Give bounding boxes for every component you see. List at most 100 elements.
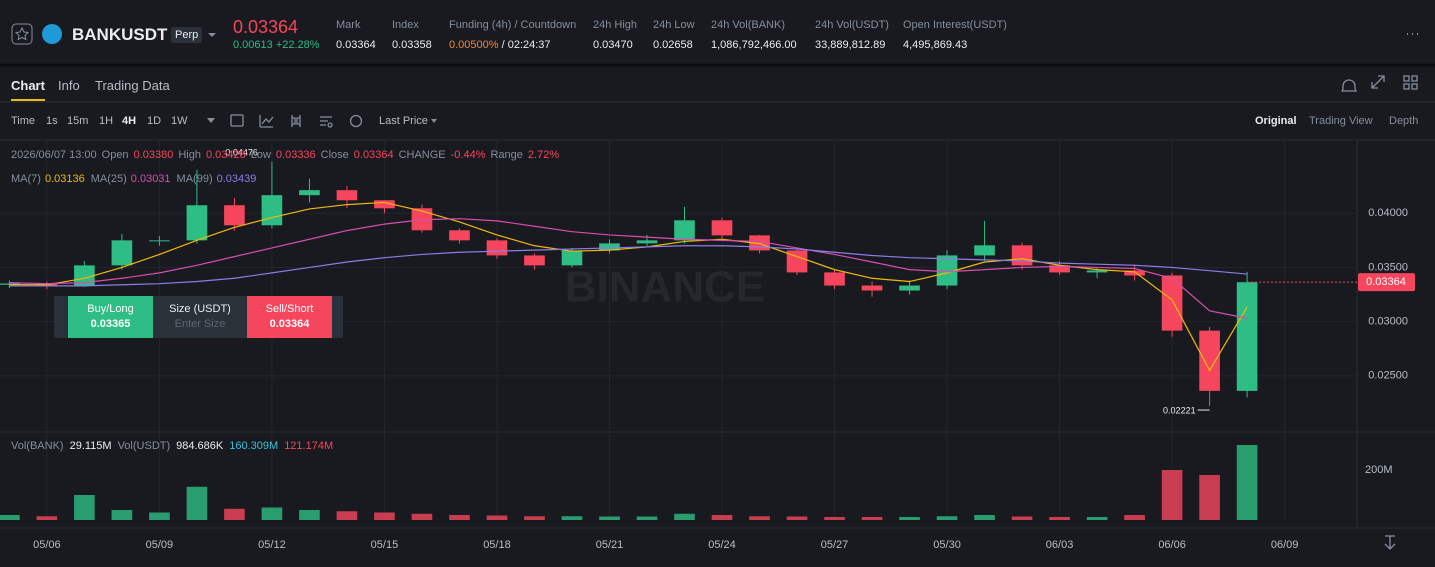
layout-icon[interactable] [1411, 75, 1418, 82]
x-tick-label: 06/09 [1271, 539, 1299, 551]
header-bg [0, 0, 1435, 65]
volume-bar [899, 517, 920, 520]
volume-bar [936, 516, 958, 520]
volume-bar [861, 517, 883, 520]
candle-body [599, 243, 620, 251]
layout-icon[interactable] [1403, 83, 1410, 90]
calendar-icon[interactable] [230, 114, 244, 127]
dropdown-icon[interactable] [208, 33, 216, 37]
ma-value: 0.03031 [130, 173, 171, 185]
interval[interactable]: 1D [147, 115, 162, 127]
drawing-icon[interactable] [349, 114, 363, 128]
volume-bar [1049, 517, 1070, 520]
legend-label: Open [101, 149, 129, 161]
volume-bar [561, 516, 583, 520]
order-panel: Buy/Long 0.03365 Size (USDT) Enter Size Se… [54, 296, 343, 338]
favorite-button[interactable] [11, 23, 33, 45]
volume-legend-item: 160.309M [229, 440, 279, 452]
candle-body [974, 245, 995, 256]
expand-icon[interactable] [1371, 75, 1385, 89]
volume-bar [111, 510, 133, 520]
size-input[interactable]: Size (USDT) Enter Size [153, 296, 247, 338]
volume-bar [1161, 470, 1183, 520]
stat-number: 0.02658 [653, 39, 693, 51]
settings-icon[interactable] [320, 116, 333, 128]
view-mode[interactable]: Trading View [1309, 115, 1373, 127]
stat-number: 0.03358 [392, 39, 432, 51]
volume-bar [786, 516, 808, 520]
stat-value: 4,495,869.43 [903, 39, 967, 51]
countdown: / 02:24:37 [501, 39, 551, 51]
scroll-end-icon[interactable] [1384, 535, 1396, 550]
y-tick-label: 0.02500 [1368, 370, 1408, 382]
tab[interactable]: Info [58, 78, 80, 93]
y-tick-label: 0.03000 [1368, 316, 1408, 328]
x-tick-label: 06/06 [1158, 539, 1186, 551]
buy-button[interactable]: Buy/Long 0.03365 [68, 296, 153, 338]
volume-bar [1086, 517, 1108, 520]
stat-number: 0.00500% [449, 39, 499, 51]
stat-label: Funding (4h) / Countdown [449, 19, 577, 31]
legend-value: -0.44% [450, 149, 486, 161]
volume-bar [711, 515, 733, 520]
ma-name: MA(7) [11, 173, 41, 185]
candle-body [1049, 265, 1070, 273]
volume-bar [749, 516, 770, 520]
legend-date: 2026/06/07 13:00 [11, 149, 97, 161]
interval-dropdown[interactable] [207, 118, 215, 123]
watermark: BINANCE [565, 263, 765, 312]
legend-label: Close [320, 149, 349, 161]
volume-bar [0, 515, 20, 520]
indicator-icon[interactable] [259, 115, 274, 128]
stat-number: 33,889,812.89 [815, 39, 886, 51]
candle-body [0, 283, 20, 285]
ma-value: 0.03439 [216, 173, 257, 185]
x-tick-label: 05/12 [258, 539, 286, 551]
stat-value: 0.03358 [392, 39, 432, 51]
interval[interactable]: 1H [99, 115, 114, 127]
candle-body [561, 250, 583, 266]
change-abs: 0.00613 [233, 39, 273, 51]
candle-body [1124, 270, 1145, 276]
interval[interactable]: 1W [171, 115, 188, 127]
candle-body [1011, 245, 1033, 266]
plot: 0.02500 0.03000 0.03500 0.04000 200M 05/06 05/… [0, 140, 1415, 551]
view-mode[interactable]: Depth [1389, 115, 1419, 127]
legend-value: 0.03428 [205, 149, 246, 161]
x-tick-label: 05/30 [933, 539, 961, 551]
legend-label: Range [490, 149, 523, 161]
volume-bar [524, 516, 545, 520]
interval[interactable]: 15m [67, 115, 89, 127]
price-type[interactable]: Last Price [379, 115, 428, 127]
star-icon [14, 26, 30, 41]
tab[interactable]: Trading Data [95, 78, 170, 93]
sell-button[interactable]: Sell/Short 0.03364 [247, 296, 332, 338]
candle-body [336, 190, 358, 201]
volume-bar [1011, 516, 1033, 520]
view-mode[interactable]: Original [1255, 115, 1297, 127]
layout-icon[interactable] [1411, 83, 1418, 90]
price-type-dropdown[interactable] [431, 119, 437, 123]
interval[interactable]: 1s [46, 115, 58, 127]
x-tick-label: 05/27 [821, 539, 849, 551]
volume-bar [674, 513, 695, 520]
ma-name: MA(99) [176, 173, 213, 185]
stat-label: 24h Low [653, 19, 695, 31]
stat-label: Mark [336, 19, 361, 31]
volume-bar [74, 495, 95, 520]
sell-label: Sell/Short [265, 303, 314, 315]
chart-type-icon[interactable] [291, 115, 301, 127]
x-tick-label: 05/15 [371, 539, 399, 551]
tab[interactable]: Chart [11, 78, 45, 101]
alert-icon[interactable] [1340, 79, 1358, 92]
interval[interactable]: 4H [122, 115, 137, 127]
layout-icon[interactable] [1403, 75, 1410, 82]
volume-bar [636, 516, 658, 520]
stat-label: 24h Vol(BANK) [711, 19, 785, 31]
candle-body [824, 272, 845, 286]
candle-body [449, 230, 470, 241]
volume-legend-item: Vol(USDT) [117, 440, 171, 452]
y-tick-label: 0.03500 [1368, 261, 1408, 273]
volume-bar [186, 486, 208, 520]
